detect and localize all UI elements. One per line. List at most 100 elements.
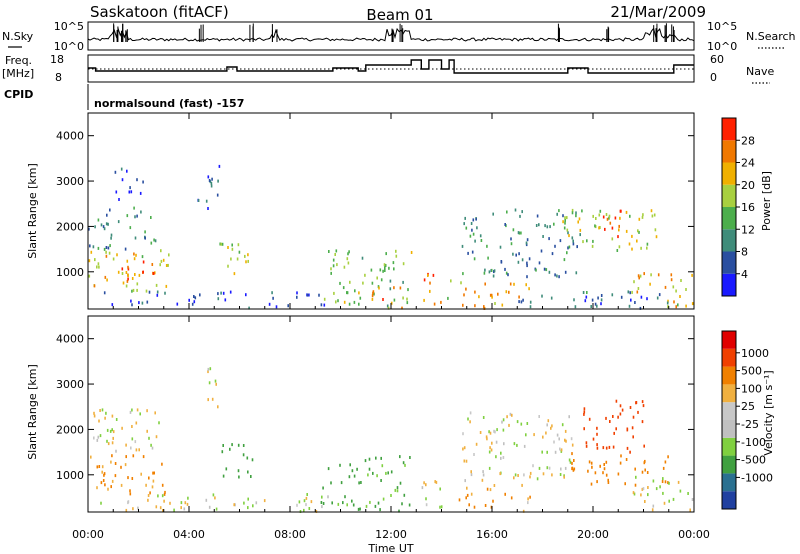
colorbar-tick-label: 16 [741, 201, 755, 214]
velocity-cell [605, 460, 608, 464]
velocity-cell [127, 501, 129, 505]
velocity-cell [558, 437, 560, 441]
power-cell [598, 213, 601, 217]
power-cell [522, 298, 524, 302]
power-cell [343, 265, 346, 269]
velocity-cell [337, 502, 340, 506]
velocity-cell [161, 483, 164, 487]
velocity-cell [667, 455, 669, 459]
power-cell [500, 260, 503, 264]
power-cell [382, 298, 384, 301]
power-ylabel: Slant Range [km] [26, 163, 39, 259]
power-cell [630, 298, 632, 302]
velocity-cell [125, 455, 127, 459]
velocity-cell [425, 497, 427, 501]
velocity-cell [369, 500, 371, 504]
power-cell [540, 249, 543, 253]
power-cell [625, 229, 628, 233]
power-cell [582, 240, 584, 244]
velocity-cell [380, 456, 382, 460]
power-cell [501, 303, 504, 307]
velocity-cell [409, 456, 411, 459]
velocity-cell [573, 467, 576, 471]
velocity-cell [506, 415, 508, 419]
velocity-cell [489, 488, 492, 492]
power-cell [97, 246, 100, 250]
power-cell [132, 288, 135, 292]
velocity-cell [225, 467, 228, 471]
power-cell [372, 291, 374, 295]
power-cell [323, 303, 326, 307]
velocity-cell [644, 459, 646, 463]
velocity-cell [495, 455, 497, 459]
power-cell [605, 213, 608, 216]
velocity-cell [106, 439, 108, 443]
velocity-cell [145, 483, 147, 487]
power-cell [581, 209, 583, 213]
power-cell [353, 300, 356, 304]
power-cell [334, 253, 336, 256]
power-cell [197, 199, 200, 202]
velocity-cell [491, 441, 493, 445]
velocity-cell [625, 458, 628, 461]
power-cell [432, 273, 435, 277]
power-cell [361, 256, 364, 260]
velocity-cell [305, 503, 307, 507]
power-cell [529, 300, 532, 304]
power-cell [384, 266, 386, 270]
velocity-cell [310, 500, 313, 504]
velocity-cell [207, 370, 209, 374]
velocity-cell [470, 470, 472, 474]
power-cell [685, 304, 687, 308]
power-cell [542, 235, 544, 238]
velocity-cell [352, 503, 355, 507]
velocity-cell [473, 453, 475, 456]
power-cell [636, 239, 638, 243]
power-ytick-label: 2000 [56, 220, 84, 233]
velocity-cell [619, 461, 622, 465]
velocity-cell [691, 498, 694, 501]
power-cell [328, 250, 330, 253]
velocity-cell [565, 439, 567, 443]
power-cell [636, 290, 639, 294]
velocity-cell [331, 501, 333, 505]
velocity-cell [180, 506, 182, 510]
velocity-cell [255, 501, 258, 505]
cpid-panel: CPID normalsound (fast) -157 [4, 84, 244, 110]
velocity-y-axis: 1000 2000 3000 4000 [56, 333, 694, 482]
power-cell [618, 245, 621, 249]
power-cell [296, 291, 298, 295]
velocity-cell [98, 465, 101, 468]
power-cell [287, 304, 289, 308]
power-cell [550, 296, 553, 300]
power-cell [649, 282, 651, 286]
velocity-cell [663, 501, 666, 505]
power-cell [546, 225, 549, 229]
power-cell [370, 268, 373, 272]
velocity-cell [677, 480, 680, 484]
velocity-cell [425, 503, 428, 507]
velocity-cell [246, 456, 249, 460]
velocity-cell [641, 487, 644, 491]
power-cell [138, 301, 140, 305]
power-cell [640, 246, 642, 250]
velocity-cell [542, 472, 545, 476]
velocity-cell [561, 423, 564, 427]
power-cell [349, 280, 351, 284]
velocity-cell [560, 448, 563, 452]
velocity-cell [242, 453, 245, 457]
power-cell [572, 239, 574, 243]
power-cell [393, 267, 395, 271]
power-cell [142, 270, 144, 274]
power-cell [108, 251, 111, 255]
power-cell [378, 286, 380, 290]
velocity-cell [463, 446, 466, 450]
power-cell [507, 273, 509, 277]
velocity-cell [644, 500, 646, 503]
power-cell [112, 257, 115, 261]
power-cell [465, 226, 468, 230]
velocity-cell [376, 474, 378, 478]
power-cell [244, 254, 246, 258]
velocity-cell [110, 460, 112, 464]
power-cell [475, 217, 477, 221]
